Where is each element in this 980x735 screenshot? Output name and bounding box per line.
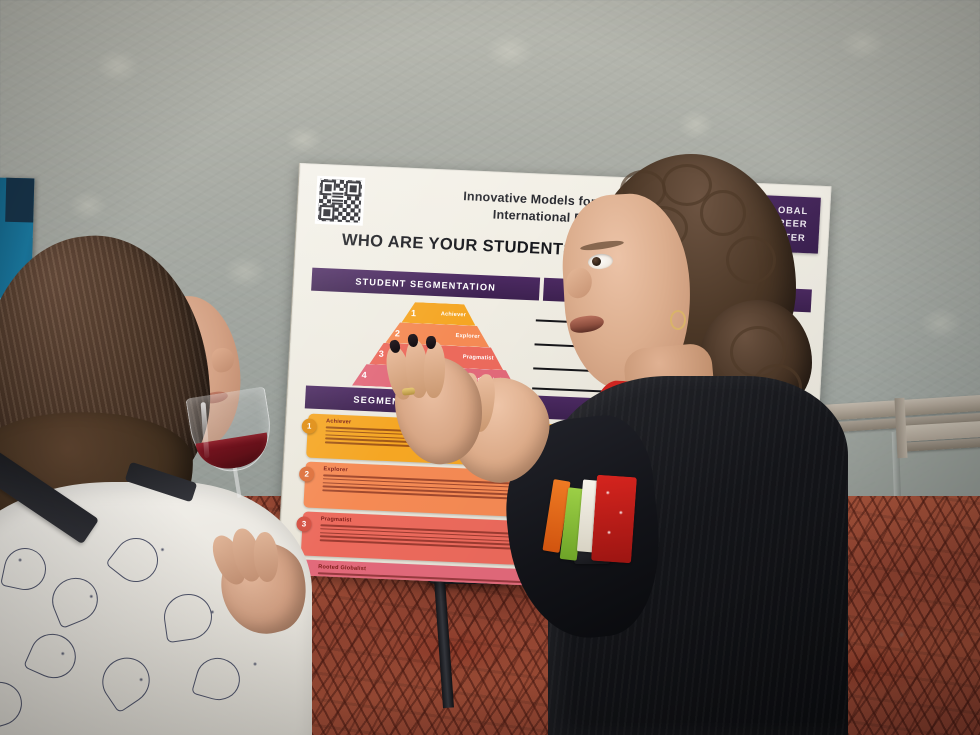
pyramid-tier-label: Achiever bbox=[440, 310, 467, 318]
pyramid-tier-number: 3 bbox=[378, 348, 385, 359]
presenter-pupil bbox=[592, 257, 601, 266]
hair-curl bbox=[662, 164, 712, 206]
wine-glass bbox=[181, 386, 284, 514]
red-fabric-badge bbox=[591, 474, 637, 564]
pyramid-tier-number: 1 bbox=[410, 307, 417, 318]
pyramid-tier-number: 2 bbox=[394, 327, 401, 339]
hair-curl bbox=[700, 190, 746, 236]
earring bbox=[670, 310, 686, 330]
pyramid-tier-label: Pragmatist bbox=[462, 354, 494, 362]
ring bbox=[401, 387, 416, 396]
qr-code-icon[interactable] bbox=[314, 175, 366, 226]
pyramid-tier-1: 1 Achiever bbox=[402, 302, 477, 326]
hair-curl bbox=[726, 236, 776, 284]
attendee-listening bbox=[0, 226, 336, 735]
pyramid-tier-number: 4 bbox=[361, 369, 367, 381]
banner-header bbox=[5, 177, 35, 223]
pyramid-tier-label: Explorer bbox=[455, 332, 481, 340]
glass-stem bbox=[232, 467, 242, 498]
bar-student-segmentation: STUDENT SEGMENTATION bbox=[311, 267, 541, 301]
presenter-speaking bbox=[382, 150, 860, 735]
